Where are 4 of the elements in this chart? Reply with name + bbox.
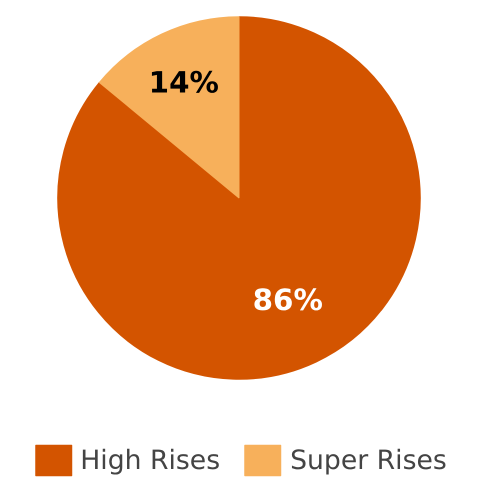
legend-label: High Rises — [80, 444, 220, 476]
legend-label: Super Rises — [290, 444, 447, 476]
data-label: 14% — [148, 65, 219, 100]
data-label: 86% — [252, 283, 323, 318]
